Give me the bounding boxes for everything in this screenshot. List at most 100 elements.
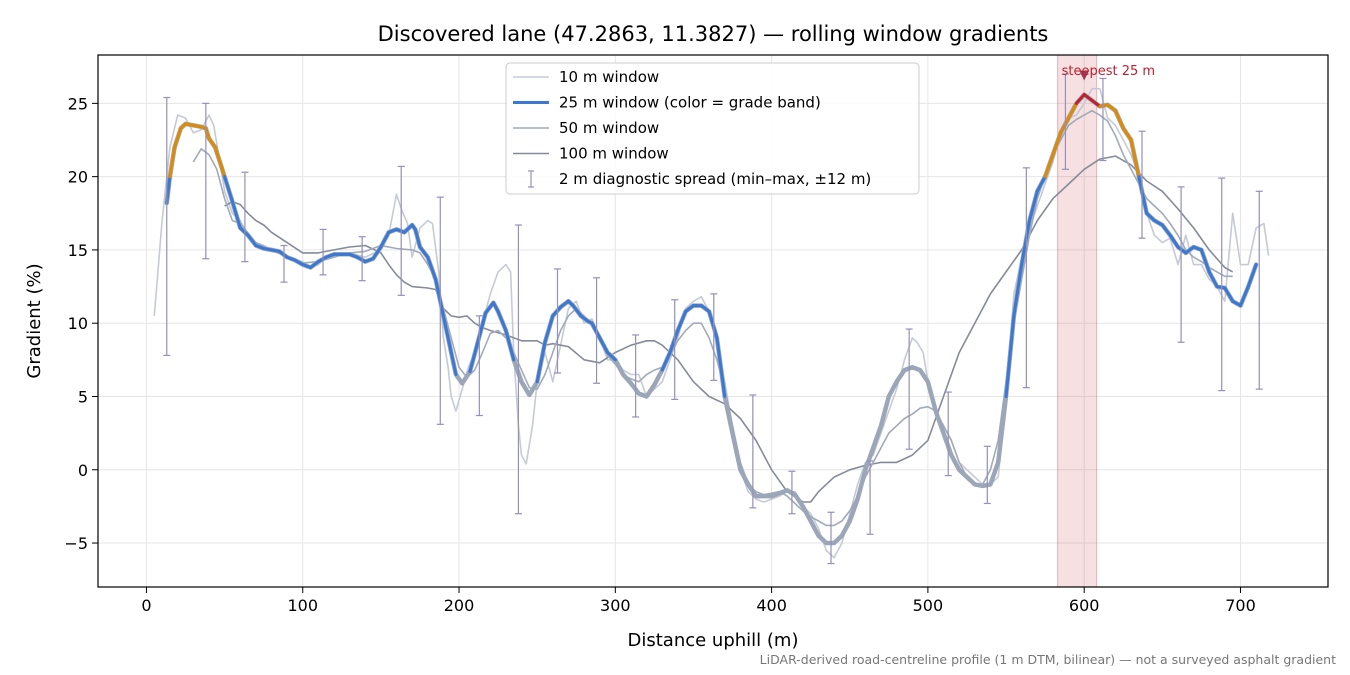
legend-label: 25 m window (color = grade band) [559, 94, 821, 112]
series-25m-segment [426, 255, 438, 281]
y-tick-label: 5 [78, 387, 88, 406]
series-25m-segment [1012, 263, 1024, 318]
series-25m-segment [309, 260, 320, 270]
series-25m-segment [1160, 223, 1172, 237]
series-25m-segment [402, 223, 414, 234]
series-25m-segment [441, 314, 453, 355]
series-25m-segment [277, 249, 289, 259]
series-25m-segment [413, 227, 422, 249]
series-25m-segment [559, 299, 570, 309]
x-tick-label: 700 [1225, 596, 1256, 615]
series-25m-segment [504, 329, 516, 362]
series-25m-segment [1121, 126, 1133, 142]
plot-area: steepest 25 m 0 100 200 300 400 500 600 700 −5 0 5 1… [64, 54, 1329, 615]
series-25m-segment [434, 277, 445, 318]
series-25m-segment [1043, 153, 1055, 179]
series-25m-segment [1184, 245, 1196, 255]
series-25m-segment [371, 245, 383, 261]
series-25m-segment [606, 351, 617, 362]
series-25m-segment [684, 304, 695, 313]
series-25m-segment [230, 200, 242, 230]
series-25m-segment [168, 145, 177, 179]
legend-label: 100 m window [559, 145, 669, 163]
series-25m-segment [1145, 211, 1157, 223]
x-axis-label: Distance uphill (m) [628, 630, 799, 651]
series-25m-segment [1246, 263, 1258, 289]
series-group [153, 73, 1270, 565]
x-tick-label: 300 [600, 596, 631, 615]
x-tick-label: 400 [756, 596, 787, 615]
series-25m-segment [715, 336, 727, 398]
series-25m-segment [1067, 101, 1078, 120]
y-tick-label: 0 [78, 461, 88, 480]
series-25m-segment [1027, 189, 1039, 223]
series-25m-segment [1223, 286, 1235, 303]
legend: 10 m window 25 m window (color = grade ba… [505, 62, 920, 195]
x-tick-label: 100 [287, 596, 318, 615]
y-tick-label: 25 [68, 94, 88, 113]
series-25m-segment [535, 340, 547, 384]
y-tick-label: 20 [68, 168, 88, 187]
series-25m-segment [496, 309, 508, 333]
y-tick-label: −5 [64, 534, 88, 553]
series-25m-segment [668, 329, 680, 355]
series-25m-segment [1090, 98, 1102, 108]
footnote: LiDAR-derived road-centreline profile (1… [760, 652, 1336, 667]
series-25m-segment [1035, 175, 1047, 193]
y-tick-label: 10 [68, 314, 88, 333]
series-25m-segment [418, 245, 430, 259]
series-25m-segment [1074, 93, 1086, 105]
series-25m-segment [1051, 131, 1063, 157]
series-25m-segment [379, 230, 391, 249]
legend-label: 2 m diagnostic spread (min–max, ±12 m) [559, 170, 871, 188]
x-tick-label: 0 [141, 596, 151, 615]
series-25m-segment [1113, 109, 1125, 130]
legend-box [505, 62, 920, 195]
series-25m-segment [1207, 270, 1219, 289]
steepest-label: steepest 25 m [1062, 64, 1155, 79]
x-tick-label: 500 [913, 596, 944, 615]
chart-title: Discovered lane (47.2863, 11.3827) — rol… [378, 22, 1049, 46]
series-25m-segment [1059, 116, 1071, 135]
series-25m-segment [1137, 175, 1149, 215]
series-25m-segment [1129, 138, 1141, 179]
series-25m-segment [449, 351, 458, 376]
series-25m-segment [707, 309, 719, 340]
steepest-marker [1079, 70, 1090, 81]
series-25m-segment [491, 301, 500, 313]
series-25m-segment [1176, 245, 1188, 255]
series-25m-segment [207, 137, 217, 149]
series-25m-segment [1199, 248, 1211, 274]
series-25m-segment [1020, 219, 1031, 267]
series-25m-segment [173, 126, 183, 149]
legend-label: 50 m window [559, 119, 659, 137]
y-axis-label: Gradient (%) [24, 263, 45, 378]
legend-label: 10 m window [559, 68, 659, 86]
series-25m-segment [598, 336, 610, 355]
series-25m-segment [571, 304, 583, 318]
series-25m-segment [676, 309, 688, 333]
x-tick-label: 200 [444, 596, 475, 615]
series-25m-segment [223, 175, 234, 204]
series-25m-segment [213, 145, 222, 164]
series-25m-segment [579, 314, 591, 324]
series-line-10m [153, 87, 1270, 559]
series-25m-segment [484, 301, 495, 315]
series-25m-segment [218, 160, 227, 179]
series-25m-segment [660, 351, 672, 372]
series-25m-segment [699, 304, 711, 313]
series-25m-segment [543, 314, 555, 344]
plot-frame [97, 54, 1329, 588]
series-25m-segment [1238, 285, 1250, 308]
x-tick-label: 600 [1069, 596, 1100, 615]
series-25m-segment [1168, 233, 1180, 249]
series-25m-segment [590, 321, 602, 340]
series-25m-segment [1106, 103, 1117, 113]
series-25m-segment [468, 340, 480, 374]
series-25m-segment [1082, 93, 1094, 102]
y-tick-label: 15 [68, 241, 88, 260]
series-25m-segment [246, 233, 258, 248]
series-25m-segment [551, 305, 563, 318]
series-25m-segment [1004, 314, 1016, 398]
